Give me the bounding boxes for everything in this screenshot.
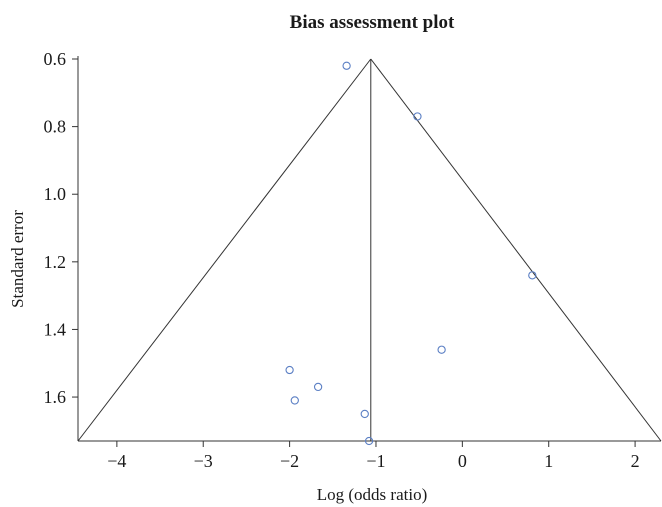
data-point <box>342 61 351 70</box>
y-tick-label: 1.2 <box>44 252 67 272</box>
funnel-left-line <box>77 58 372 442</box>
data-point <box>360 409 369 419</box>
data-point <box>528 271 537 280</box>
funnel-right-line <box>370 58 662 442</box>
x-tick-label: −4 <box>107 451 126 471</box>
y-tick-label: 1.4 <box>44 319 67 339</box>
data-point <box>413 112 422 121</box>
y-axis-label: Standard error <box>8 210 27 308</box>
x-tick-label: 2 <box>631 451 640 471</box>
data-point <box>313 382 323 392</box>
plot-area: −4 −3 −2 −1 0 1 2 0.6 0.8 1.0 1.2 1.4 1.6 <box>44 49 662 471</box>
y-tick-label: 0.8 <box>44 117 67 137</box>
y-tick-label: 0.6 <box>44 49 67 69</box>
y-tick-label: 1.0 <box>44 184 67 204</box>
data-point <box>364 436 374 446</box>
data-point <box>437 345 446 354</box>
data-point <box>290 396 299 405</box>
x-axis-label: Log (odds ratio) <box>317 485 427 504</box>
x-tick-label: −1 <box>366 451 385 471</box>
x-tick-label: 1 <box>544 451 553 471</box>
x-tick-label: 0 <box>458 451 467 471</box>
data-point <box>285 365 294 375</box>
x-tick-label: −2 <box>280 451 299 471</box>
chart-title: Bias assessment plot <box>290 12 455 33</box>
x-tick-label: −3 <box>194 451 213 471</box>
y-tick-label: 1.6 <box>44 387 67 407</box>
